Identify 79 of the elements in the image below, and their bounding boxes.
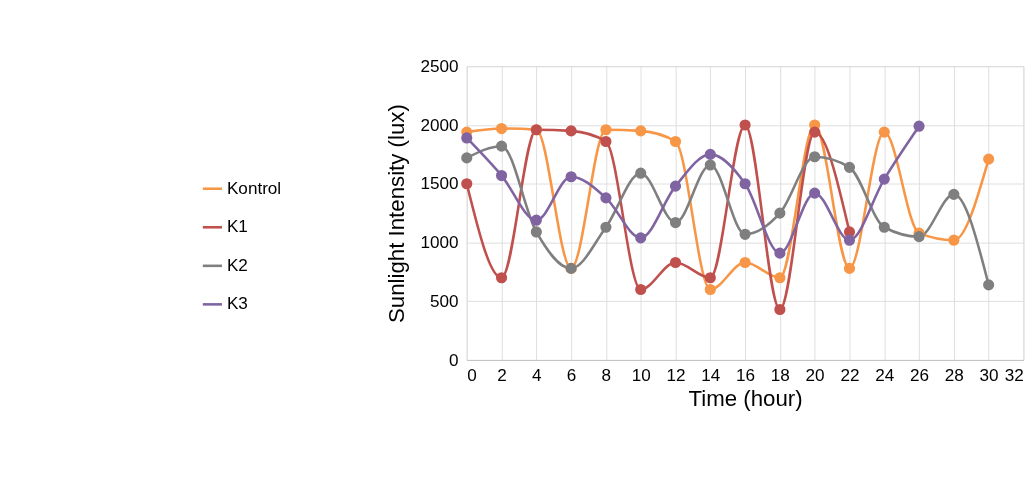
point	[774, 207, 786, 219]
x-tick-label: 4	[532, 366, 543, 386]
point	[635, 125, 647, 137]
x-tick-label: 18	[770, 366, 790, 386]
point	[495, 169, 508, 182]
y-tick-label: 500	[430, 291, 459, 311]
x-tick-label: 6	[566, 366, 577, 386]
point	[948, 188, 960, 200]
y-tick-label: 2000	[420, 115, 459, 135]
x-axis-title: Time (hour)	[688, 385, 803, 411]
y-tick-label: 0	[449, 350, 459, 370]
point	[635, 232, 647, 244]
point	[809, 126, 821, 138]
point	[495, 122, 508, 135]
point	[913, 120, 925, 132]
point	[739, 119, 751, 131]
point	[704, 148, 716, 160]
point	[843, 262, 856, 274]
x-tick-label: 8	[601, 366, 612, 386]
point	[669, 135, 682, 148]
y-tick-label: 2500	[420, 56, 459, 76]
legend-label: K2	[226, 255, 248, 275]
point	[461, 152, 473, 164]
point	[530, 226, 542, 238]
point	[565, 125, 577, 137]
point	[565, 171, 577, 183]
point	[669, 256, 682, 269]
point	[600, 124, 612, 136]
point	[704, 159, 716, 171]
point	[774, 303, 786, 316]
point	[739, 256, 751, 269]
point	[739, 228, 751, 240]
point	[669, 216, 682, 229]
point	[495, 140, 508, 152]
legend-label: Kontrol	[226, 178, 282, 198]
x-tick-label: 2	[497, 366, 507, 386]
y-axis-title: Sunlight Intensity (lux)	[384, 104, 410, 324]
point	[600, 135, 612, 148]
x-tick-label: 20	[805, 366, 825, 386]
x-tick-label: 14	[701, 366, 721, 386]
point	[530, 214, 542, 226]
x-tick-label: 24	[875, 366, 895, 386]
x-tick-label: 12	[666, 366, 686, 386]
x-tick-label: 26	[909, 366, 929, 386]
x-tick-label: 0	[467, 366, 477, 386]
y-tick-label: 1500	[420, 174, 459, 194]
point	[635, 283, 647, 296]
y-tick-label: 1000	[420, 233, 459, 253]
point	[843, 161, 856, 173]
point	[461, 178, 473, 190]
x-tick-label: 16	[736, 366, 756, 386]
point	[774, 272, 786, 284]
x-tick-label: 28	[944, 366, 964, 386]
point	[739, 178, 751, 190]
x-tick-label: 22	[840, 366, 860, 386]
point	[635, 167, 647, 179]
point	[878, 173, 890, 185]
legend-label: K1	[226, 217, 248, 237]
point	[948, 234, 960, 246]
point	[983, 279, 995, 291]
point	[461, 132, 473, 144]
point	[913, 231, 925, 243]
x-tick-label: 10	[631, 366, 651, 386]
point	[809, 151, 821, 163]
point	[983, 153, 995, 165]
point	[878, 221, 890, 233]
legend-label: K3	[226, 294, 248, 314]
point	[809, 187, 821, 199]
x-tick-label: 30	[979, 366, 999, 386]
point	[600, 221, 612, 233]
point	[704, 272, 716, 284]
point	[669, 180, 682, 192]
x-tick-label: 32	[1004, 366, 1024, 386]
point	[704, 283, 716, 296]
point	[495, 272, 508, 284]
point	[600, 192, 612, 204]
point	[843, 234, 856, 246]
point	[878, 126, 890, 138]
point	[774, 247, 786, 259]
